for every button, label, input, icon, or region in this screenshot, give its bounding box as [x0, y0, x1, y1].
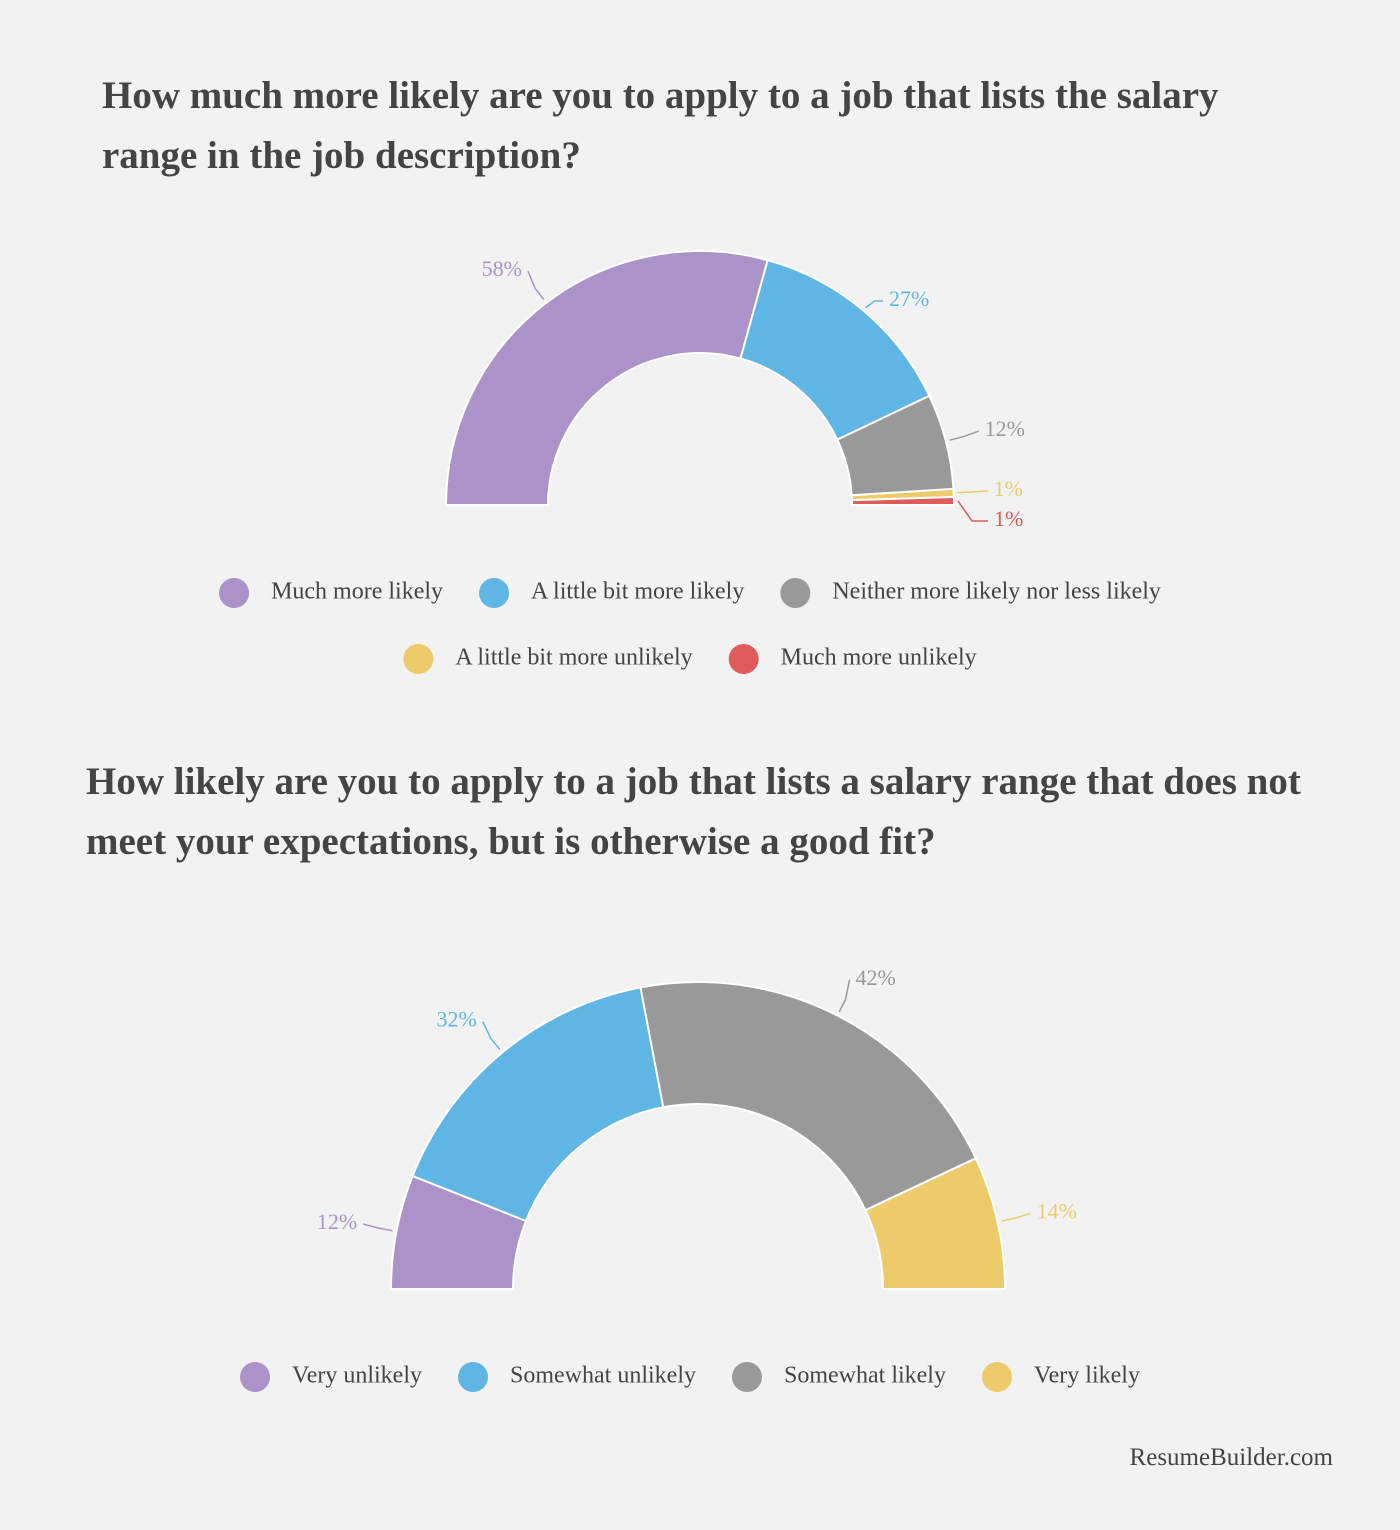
leader-line — [957, 500, 988, 522]
legend-label: A little bit more likely — [531, 579, 744, 605]
legend-label: Much more likely — [271, 579, 443, 605]
leader-line — [362, 1223, 393, 1232]
leader-line — [957, 490, 988, 494]
legend-marker — [219, 578, 250, 608]
slice — [864, 1156, 1007, 1290]
legend-marker — [780, 578, 811, 608]
leader-line — [865, 300, 883, 308]
data-label: 1% — [994, 476, 1023, 501]
legend-marker — [728, 644, 759, 674]
legend-label: Much more unlikely — [781, 645, 977, 671]
leader-line — [482, 1021, 501, 1050]
legend-label: A little bit more unlikely — [455, 645, 692, 671]
data-label: 1% — [994, 506, 1023, 531]
legend-marker — [479, 578, 510, 608]
slice — [850, 495, 956, 506]
legend-label: Somewhat unlikely — [510, 1363, 696, 1389]
legend-marker — [981, 1362, 1012, 1392]
data-label: 12% — [317, 1209, 357, 1234]
legend-label: Neither more likely nor less likely — [832, 579, 1161, 605]
legend-label: Somewhat likely — [784, 1363, 946, 1389]
legend-label: Very unlikely — [292, 1363, 422, 1389]
slice — [639, 981, 978, 1212]
data-label: 12% — [985, 416, 1025, 441]
legend-marker — [458, 1362, 489, 1392]
legend-marker — [240, 1362, 271, 1392]
legend-marker — [403, 644, 434, 674]
legend-label: Very likely — [1034, 1363, 1140, 1389]
data-label: 32% — [436, 1007, 476, 1032]
slice — [411, 986, 665, 1223]
data-label: 58% — [482, 256, 522, 281]
data-label: 42% — [856, 965, 896, 990]
chart-title: How much more likely are you to apply to… — [102, 74, 1219, 177]
leader-line — [838, 979, 851, 1013]
data-label: 14% — [1037, 1198, 1077, 1223]
slice — [444, 250, 769, 506]
source: ResumeBuilder.com — [1129, 1444, 1333, 1471]
chart-title: How likely are you to apply to a job tha… — [86, 760, 1301, 863]
data-label: 27% — [889, 286, 929, 311]
legend-marker — [732, 1362, 762, 1392]
leader-line — [949, 430, 979, 441]
leader-line — [1001, 1212, 1031, 1222]
leader-line — [527, 270, 545, 301]
